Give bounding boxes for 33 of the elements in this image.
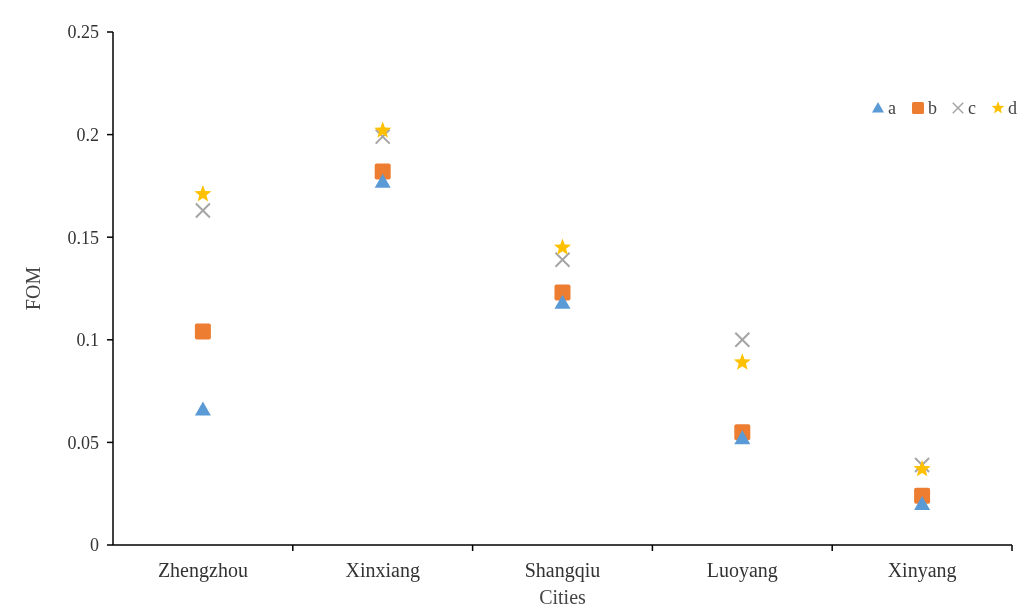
- point: [554, 251, 571, 268]
- point: [733, 353, 751, 370]
- point: [374, 173, 391, 188]
- y-axis-title: FOM: [22, 266, 44, 311]
- point: [374, 121, 392, 138]
- y-tick-label: 0.15: [67, 227, 99, 248]
- y-tick-label: 0: [90, 535, 99, 556]
- point: [734, 331, 751, 348]
- point: [194, 323, 211, 340]
- point: [914, 495, 931, 510]
- legend-label: d: [1008, 98, 1017, 119]
- x-tick-label: Xinyang: [887, 559, 957, 582]
- point: [554, 294, 571, 309]
- legend-label: b: [928, 98, 937, 119]
- y-tick-label: 0.25: [67, 22, 99, 43]
- point: [913, 460, 931, 477]
- point: [374, 128, 391, 145]
- x-tick-label: Shangqiu: [524, 559, 601, 582]
- y-tick-label: 0.05: [67, 432, 99, 453]
- y-tick-label: 0.2: [76, 124, 99, 145]
- point: [194, 185, 212, 202]
- x-tick-label: Luoyang: [706, 559, 778, 582]
- point: [553, 238, 572, 255]
- y-tick-label: 0.1: [76, 330, 99, 351]
- point: [194, 202, 211, 219]
- x-axis-title: Cities: [539, 586, 587, 608]
- x-tick-label: Xinxiang: [345, 559, 420, 582]
- point: [734, 430, 751, 445]
- x-tick-label: Zhengzhou: [157, 559, 248, 582]
- legend-label: a: [888, 98, 896, 119]
- point: [194, 401, 211, 416]
- legend-label: c: [968, 98, 976, 119]
- point: [914, 456, 931, 473]
